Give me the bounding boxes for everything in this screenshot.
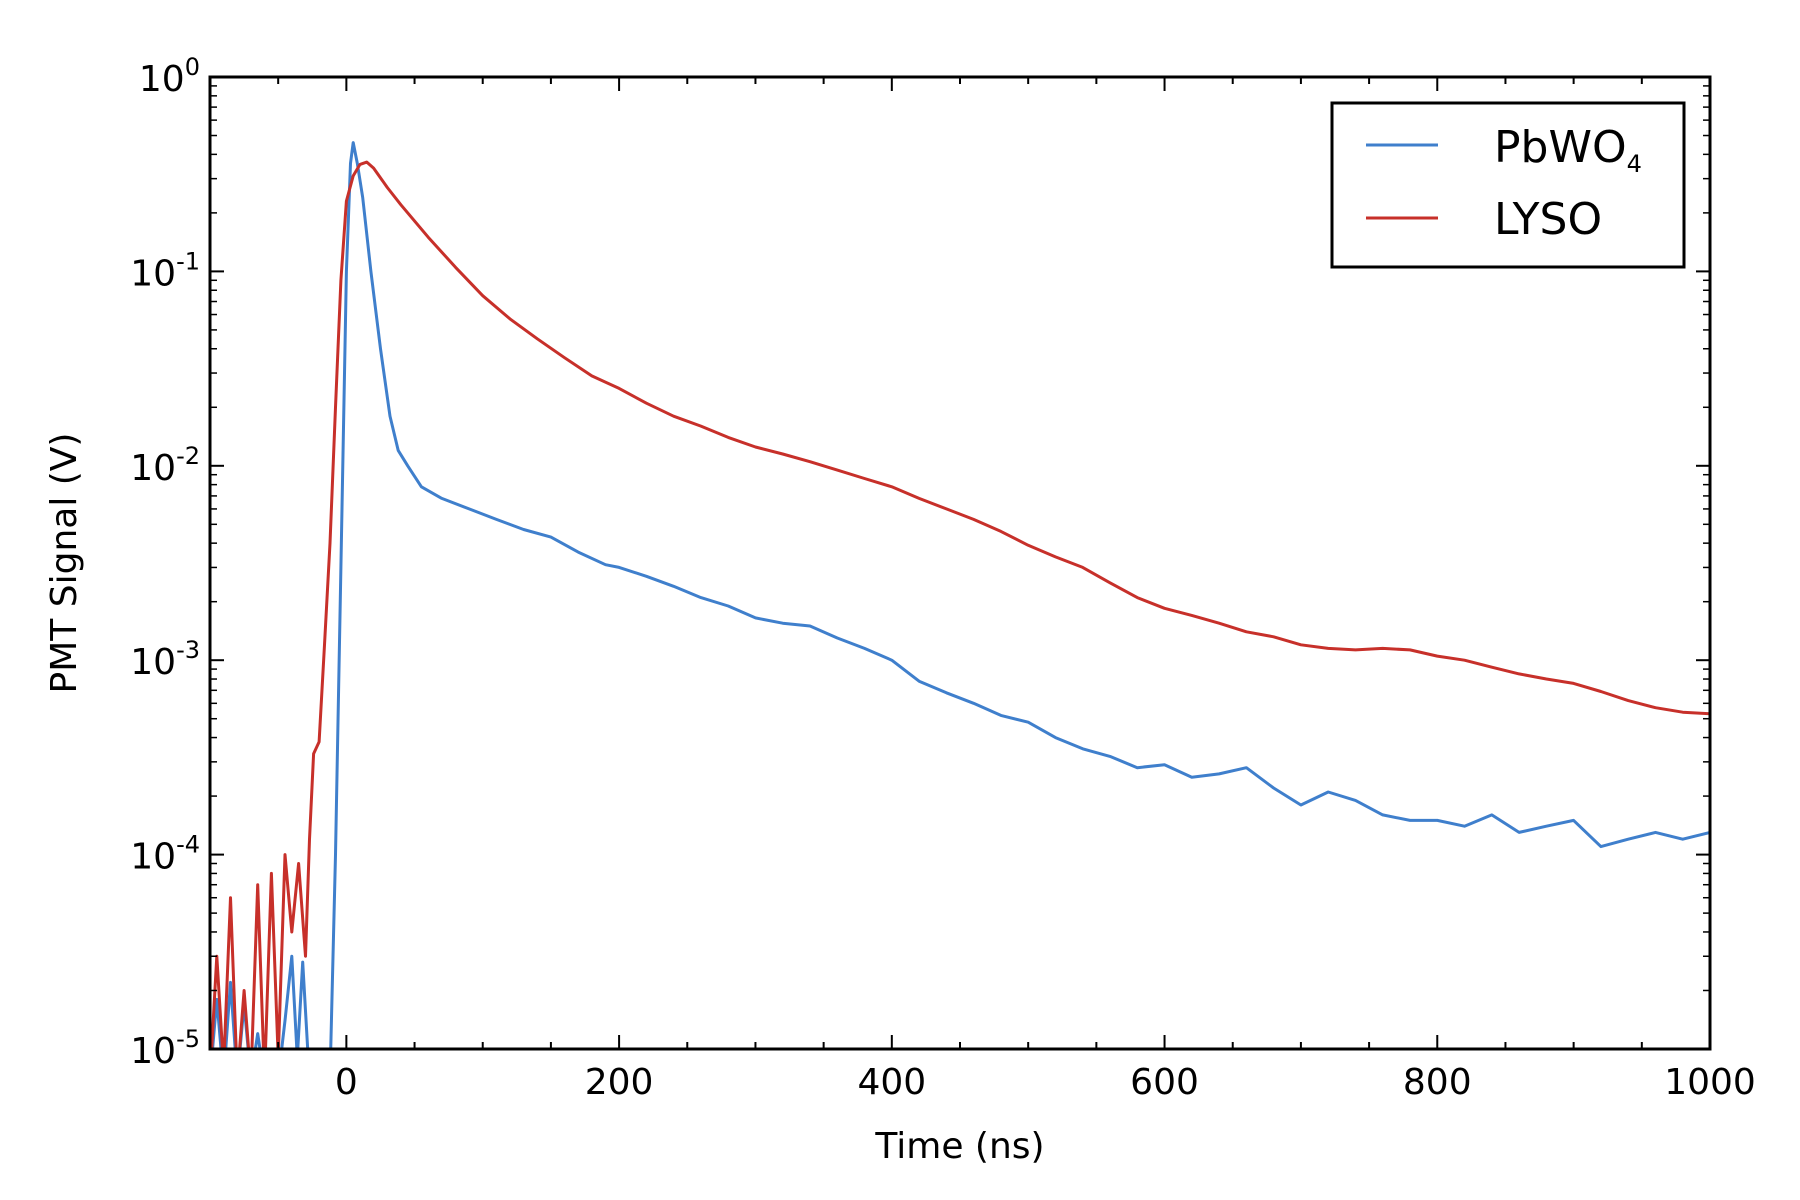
legend-label-pbwo4: PbWO4 bbox=[1494, 122, 1642, 178]
legend-label-lyso: LYSO bbox=[1494, 194, 1602, 245]
y-tick-label-base: 10 bbox=[130, 448, 176, 489]
y-tick-label: 10-3 bbox=[130, 636, 200, 683]
x-tick-label: 800 bbox=[1403, 1062, 1472, 1103]
x-tick-label: 1000 bbox=[1664, 1062, 1756, 1103]
y-tick-label-base: 10 bbox=[130, 253, 176, 294]
y-tick-label-exponent: -1 bbox=[176, 247, 200, 275]
x-tick-label: 400 bbox=[857, 1062, 926, 1103]
y-tick-label-base: 10 bbox=[130, 642, 176, 683]
y-tick-label-base: 10 bbox=[139, 59, 185, 100]
y-tick-label-exponent: -5 bbox=[176, 1025, 200, 1053]
y-tick-label-base: 10 bbox=[130, 837, 176, 878]
legend: PbWO4 LYSO bbox=[1330, 101, 1686, 269]
y-axis-label: PMT Signal (V) bbox=[44, 433, 85, 694]
tick-layer bbox=[209, 76, 1711, 1050]
y-tick-label-exponent: -3 bbox=[176, 636, 200, 664]
y-tick-label-exponent: 0 bbox=[185, 53, 200, 81]
x-tick-label: 0 bbox=[335, 1062, 358, 1103]
y-tick-label: 10-2 bbox=[130, 442, 200, 489]
y-tick-label-exponent: -4 bbox=[176, 831, 200, 859]
x-axis-label: Time (ns) bbox=[874, 1126, 1044, 1167]
y-tick-label: 100 bbox=[139, 53, 200, 100]
x-tick-label: 600 bbox=[1130, 1062, 1199, 1103]
series-line-pbwo4 bbox=[211, 141, 1710, 1049]
series-line-lyso bbox=[210, 160, 1710, 1049]
y-tick-label-base: 10 bbox=[130, 1031, 176, 1072]
legend-label-pbwo4-subscript: 4 bbox=[1627, 150, 1642, 178]
x-tick-label: 200 bbox=[585, 1062, 654, 1103]
legend-label-pbwo4-base: PbWO bbox=[1494, 122, 1627, 173]
series-layer bbox=[210, 141, 1710, 1049]
legend-box bbox=[1330, 101, 1686, 269]
y-tick-label: 10-5 bbox=[130, 1025, 200, 1072]
y-tick-label-exponent: -2 bbox=[176, 442, 200, 470]
y-tick-label: 10-1 bbox=[130, 247, 200, 294]
y-tick-label: 10-4 bbox=[130, 831, 200, 878]
